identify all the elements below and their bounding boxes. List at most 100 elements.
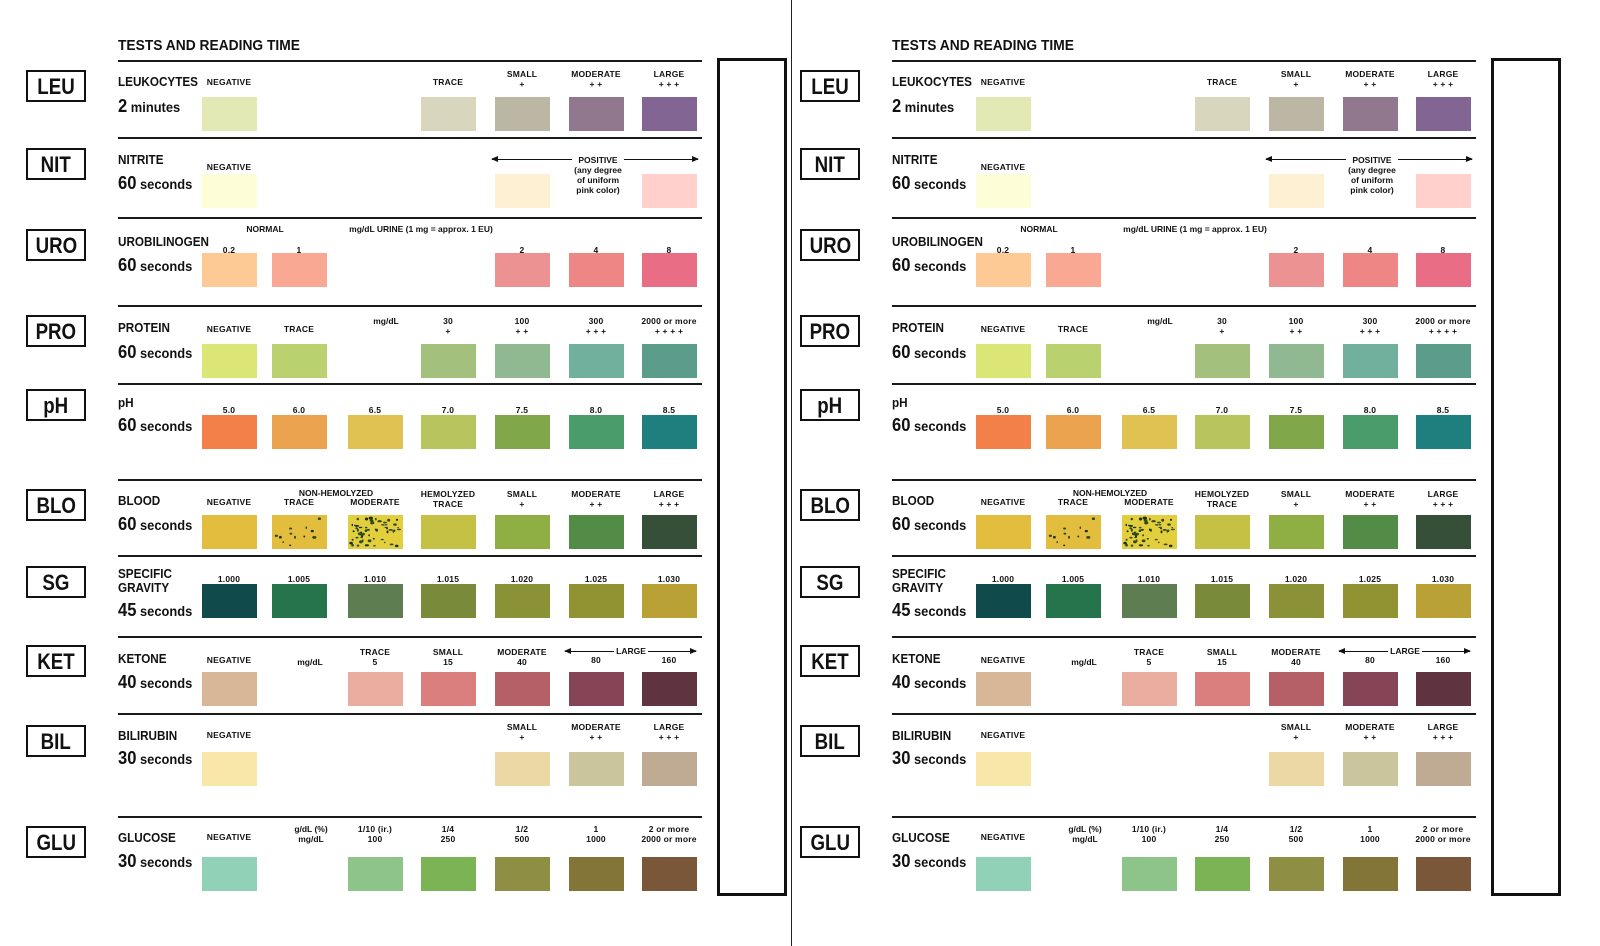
speckle-dot (1136, 532, 1139, 536)
speckle-dot (1161, 518, 1165, 522)
reading-time: 30 seconds (892, 748, 966, 769)
test-abbreviation-box: BIL (800, 725, 860, 757)
color-swatch (1046, 415, 1101, 449)
result-label: 1.015 (1210, 574, 1234, 584)
test-abbreviation: BIL (40, 729, 72, 754)
result-label: LARGE + + + (653, 489, 685, 509)
speckle-dot (1154, 538, 1158, 541)
chart-title: TESTS AND READING TIME (892, 37, 1074, 54)
speckle-dot (393, 529, 396, 533)
speckle-dot (364, 526, 368, 529)
speckle-dot (369, 519, 374, 522)
speckle-dot (279, 535, 282, 539)
test-name-line: BILIRUBIN (118, 728, 178, 743)
test-name-line: SPECIFIC (892, 566, 946, 581)
speckle-dot (1142, 540, 1146, 543)
test-name-line: BILIRUBIN (892, 728, 952, 743)
test-name: LEUKOCYTES (118, 75, 198, 89)
color-swatch (642, 174, 697, 208)
speckle-dot (368, 516, 373, 520)
result-label: NEGATIVE (206, 497, 252, 507)
test-abbreviation-box: KET (26, 645, 86, 677)
test-abbreviation: URO (35, 233, 77, 258)
row-divider (892, 137, 1476, 139)
chart-panel-1: TESTS AND READING TIME LEU LEUKOCYTES 2 min… (0, 0, 787, 946)
result-label: TRACE 5 (1133, 647, 1165, 667)
speckle-dot (1163, 543, 1168, 546)
test-name-line: BLOOD (118, 493, 161, 508)
reading-time-unit: minutes (904, 99, 955, 115)
test-abbreviation: LEU (37, 74, 75, 99)
reading-time-value: 60 (118, 173, 137, 193)
result-label: 100 + + (1288, 316, 1304, 336)
color-swatch (569, 415, 624, 449)
row-divider (892, 383, 1476, 385)
speckle-dot (1130, 544, 1134, 547)
speckle-dot (396, 528, 401, 531)
chart-title: TESTS AND READING TIME (118, 37, 300, 54)
speckle-dot (1138, 529, 1142, 532)
color-swatch (1195, 344, 1250, 378)
test-name: NITRITE (118, 153, 164, 167)
result-label: SMALL + (1280, 722, 1312, 742)
reading-time-unit: seconds (140, 603, 193, 619)
color-swatch (1343, 515, 1398, 549)
test-abbreviation: NIT (40, 152, 72, 177)
color-swatch (495, 344, 550, 378)
reading-time-unit: seconds (140, 258, 193, 274)
color-swatch (1195, 97, 1250, 131)
speckle-dot (368, 534, 370, 537)
unit-label: mg/dL (1071, 657, 1097, 667)
color-swatch (1122, 515, 1177, 549)
result-label: 0.2 (222, 245, 236, 255)
test-strip-slot (1491, 58, 1561, 896)
reading-time-value: 60 (892, 342, 911, 362)
test-name: PROTEIN (118, 321, 170, 335)
speckle-dot (1063, 527, 1067, 530)
reading-time: 30 seconds (118, 748, 192, 769)
color-swatch (1195, 672, 1250, 706)
color-swatch (1416, 415, 1471, 449)
speckle-dot (1134, 536, 1137, 539)
color-swatch (569, 857, 624, 891)
color-swatch (1343, 752, 1398, 786)
color-swatch (202, 253, 257, 287)
speckle-dot (1167, 523, 1171, 526)
row-divider (892, 217, 1476, 219)
range-arrow (624, 156, 699, 162)
row-divider (118, 60, 702, 62)
positive-label: POSITIVE (1352, 155, 1392, 165)
test-abbreviation-box: pH (800, 389, 860, 421)
speckle-dot (381, 524, 385, 526)
range-arrow (491, 156, 572, 162)
test-name-line: LEUKOCYTES (892, 74, 972, 89)
reading-time: 60 seconds (892, 342, 966, 363)
normal-label: NORMAL (246, 224, 284, 234)
color-swatch (1416, 584, 1471, 618)
speckle-dot (387, 518, 391, 522)
reading-time-value: 60 (118, 342, 137, 362)
result-label: 7.5 (1289, 405, 1303, 415)
test-abbreviation-box: SG (800, 566, 860, 598)
speckle-dot (1056, 541, 1058, 544)
color-swatch (272, 253, 327, 287)
result-label: HEMOLYZED TRACE (420, 489, 476, 509)
reading-time-value: 60 (892, 255, 911, 275)
test-abbreviation-box: URO (26, 229, 86, 261)
color-swatch (1416, 253, 1471, 287)
reading-time-value: 2 (118, 96, 128, 116)
color-swatch (202, 672, 257, 706)
test-abbreviation: NIT (814, 152, 846, 177)
color-swatch (1195, 415, 1250, 449)
result-label: NEGATIVE (206, 730, 252, 740)
reading-time-unit: seconds (914, 675, 967, 691)
color-swatch (1343, 97, 1398, 131)
range-arrow (1422, 648, 1471, 654)
color-swatch (348, 672, 403, 706)
result-label: 1 1000 (1360, 824, 1380, 844)
color-swatch (1343, 584, 1398, 618)
speckle-dot (1086, 536, 1091, 539)
row-divider (118, 305, 702, 307)
speckle-dot (1169, 518, 1173, 521)
speckle-dot (370, 521, 375, 525)
